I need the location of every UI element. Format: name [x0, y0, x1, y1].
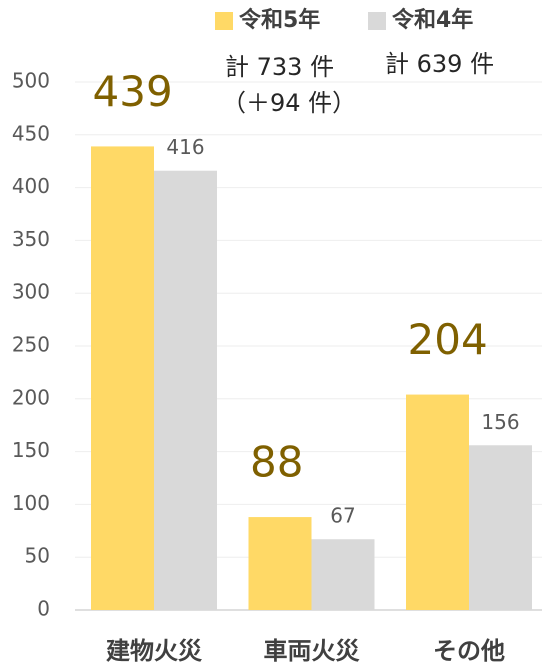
- bar: [154, 170, 217, 611]
- bar: [406, 394, 469, 610]
- x-tick-label: 建物火災: [106, 637, 203, 665]
- annotation: 計 733 件: [225, 53, 334, 81]
- data-label: 439: [93, 67, 173, 116]
- legend-swatch: [215, 12, 233, 30]
- y-tick-label: 400: [12, 174, 50, 198]
- bar: [311, 539, 375, 610]
- data-label: 67: [330, 504, 355, 528]
- legend-label: 令和4年: [392, 7, 473, 33]
- annotation: （＋94 件）: [222, 89, 356, 117]
- y-tick-label: 150: [12, 438, 50, 462]
- bar: [91, 146, 154, 610]
- bar: [248, 517, 312, 610]
- annotation: 計 639 件: [385, 50, 494, 78]
- y-tick-label: 300: [12, 280, 50, 304]
- y-tick-label: 450: [12, 121, 50, 145]
- y-tick-label: 250: [12, 333, 50, 357]
- y-tick-label: 350: [12, 227, 50, 251]
- y-tick-label: 100: [12, 491, 50, 515]
- y-tick-label: 200: [12, 385, 50, 409]
- data-label: 156: [481, 410, 519, 434]
- y-tick-label: 0: [37, 597, 50, 621]
- y-tick-label: 500: [12, 69, 50, 93]
- data-label: 204: [408, 315, 488, 364]
- data-label: 416: [166, 135, 204, 159]
- legend-label: 令和5年: [239, 7, 320, 33]
- bar: [469, 445, 532, 610]
- y-tick-label: 50: [25, 544, 50, 568]
- x-tick-label: その他: [433, 637, 505, 665]
- legend-swatch: [368, 12, 386, 30]
- data-label: 88: [250, 438, 303, 487]
- x-tick-label: 車両火災: [264, 637, 361, 665]
